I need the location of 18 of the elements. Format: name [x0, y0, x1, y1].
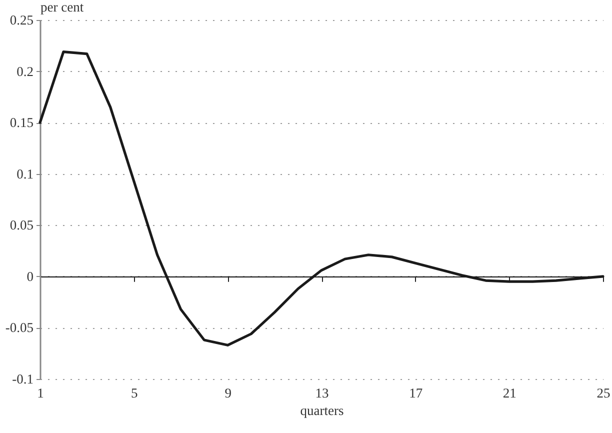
x-tick-label: 5	[130, 386, 138, 400]
line-series	[38, 50, 604, 346]
y-tick-label: 0.15	[10, 115, 34, 130]
y-tick-label: 0.05	[10, 218, 34, 233]
y-tick-label: 0.25	[10, 12, 34, 28]
y-tick-label: -0.05	[5, 320, 34, 336]
x-axis-title: quarters	[300, 403, 344, 418]
y-tick-label: 0.1	[16, 166, 34, 182]
x-tick-label: 25	[596, 386, 610, 400]
x-tick-label: 21	[502, 386, 516, 400]
y-axis-title: per cent	[40, 0, 84, 14]
y-tick-label: 0	[26, 268, 34, 284]
x-tick-label: 9	[224, 386, 232, 400]
x-tick-label: 13	[315, 386, 329, 400]
x-tick-label: 1	[37, 386, 44, 400]
x-tick-label: 17	[409, 386, 423, 400]
y-tick-label: 0.2	[16, 64, 34, 79]
y-tick-label: -0.1	[12, 372, 34, 386]
